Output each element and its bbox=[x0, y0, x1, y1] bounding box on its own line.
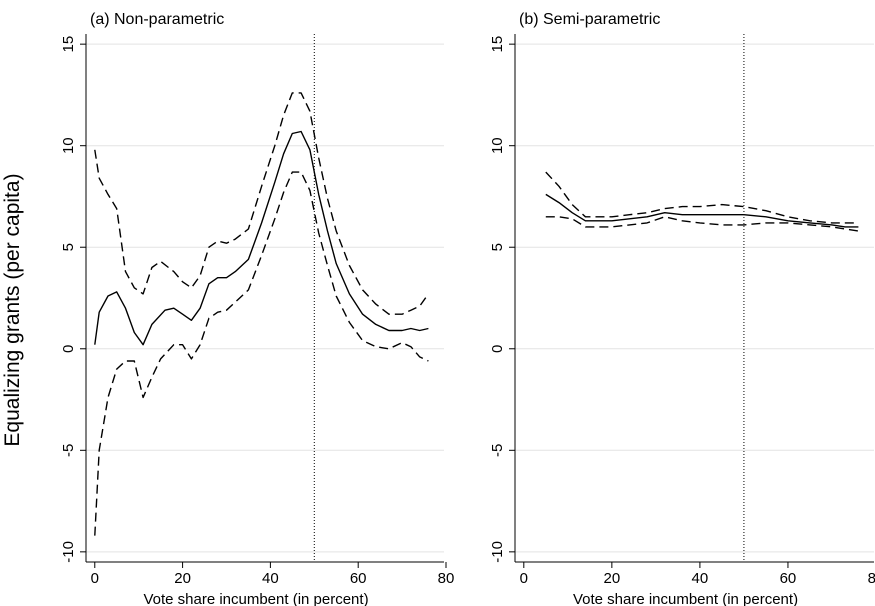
panel-0-title: (a) Non-parametric bbox=[90, 11, 224, 28]
panel-0-x-tick-label: 60 bbox=[350, 570, 367, 587]
panel-1-estimate-line bbox=[545, 193, 859, 228]
panel-0-x-tick-label: 20 bbox=[174, 570, 191, 587]
panel-0-estimate-line bbox=[94, 130, 429, 346]
panel-0-y-tick-label: 10 bbox=[60, 137, 77, 154]
panel-1-lower-ci-line bbox=[545, 216, 859, 232]
panel-0-x-tick-label: 80 bbox=[438, 570, 455, 587]
panel-0-x-tick-label: 40 bbox=[262, 570, 279, 587]
panel-1-y-tick-label: 0 bbox=[489, 345, 506, 353]
y-axis-label: Equalizing grants (per capita) bbox=[1, 173, 24, 446]
panel-1-x-tick-label: 0 bbox=[520, 570, 528, 587]
panel-1-y-tick-label: 15 bbox=[489, 36, 506, 53]
panel-0-y-tick-label: 5 bbox=[60, 243, 77, 251]
panel-0-y-tick-label: -5 bbox=[60, 444, 77, 457]
panel-0-x-tick-label: 0 bbox=[91, 570, 99, 587]
panel-1-x-tick-label: 60 bbox=[780, 570, 797, 587]
panel-0-lower-ci-line bbox=[94, 171, 429, 536]
panel-1-x-tick-label: 40 bbox=[692, 570, 709, 587]
panel-0-upper-ci-line bbox=[94, 92, 429, 315]
panel-1-upper-ci-line bbox=[545, 171, 859, 224]
panel-1-y-tick-label: 10 bbox=[489, 137, 506, 154]
panel-1-y-tick-label: -10 bbox=[489, 541, 506, 563]
panel-1-title: (b) Semi-parametric bbox=[519, 11, 660, 28]
panel-1-y-tick-label: 5 bbox=[489, 243, 506, 251]
panel-1-x-axis-label: Vote share incumbent (in percent) bbox=[573, 591, 798, 606]
panel-0-y-tick-label: -10 bbox=[60, 541, 77, 563]
panel-non-parametric: (a) Non-parametric 15 10 5 0 -5 -10 0 20 40 60 80 Vo… bbox=[60, 11, 454, 606]
panel-1-x-tick-label: 20 bbox=[604, 570, 621, 587]
panel-0-y-tick-label: 15 bbox=[60, 36, 77, 53]
panel-1-x-tick-label: 80 bbox=[868, 570, 875, 587]
panel-0-x-axis-label: Vote share incumbent (in percent) bbox=[143, 591, 368, 606]
panel-semi-parametric: (b) Semi-parametric 15 10 5 0 -5 -10 0 20 40 60 80 V… bbox=[489, 11, 875, 606]
panel-0-y-tick-label: 0 bbox=[60, 345, 77, 353]
panel-1-y-tick-label: -5 bbox=[489, 444, 506, 457]
